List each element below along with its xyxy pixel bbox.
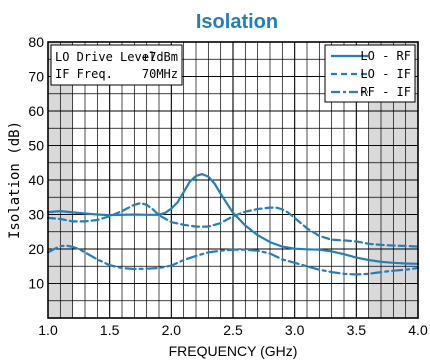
y-tick-label: 20 bbox=[28, 241, 44, 257]
y-tick-label: 80 bbox=[28, 34, 44, 50]
y-tick-label: 60 bbox=[28, 103, 44, 119]
x-tick-label: 1.5 bbox=[100, 322, 120, 338]
annotation-background bbox=[50, 44, 183, 86]
x-tick-label: 2.5 bbox=[223, 322, 243, 338]
series-line-lo-rf bbox=[46, 173, 420, 265]
y-tick-label: 50 bbox=[28, 138, 44, 154]
x-axis-label: FREQUENCY (GHz) bbox=[169, 343, 298, 359]
y-tick-label: 40 bbox=[28, 172, 44, 188]
legend-label-lo-rf: LO - RF bbox=[360, 49, 411, 63]
plot-frame bbox=[47, 41, 419, 319]
x-tick-label: 3.0 bbox=[285, 322, 305, 338]
x-tick-label: 3.5 bbox=[347, 322, 367, 338]
annotation-lo-drive-value: +7dBm bbox=[142, 50, 178, 64]
x-tick-label: 4.0 bbox=[408, 322, 428, 338]
annotation-if-freq-value: 70MHz bbox=[142, 67, 178, 81]
y-tick-labels: 10 20 30 40 50 60 70 80 bbox=[28, 34, 44, 292]
chart-title: Isolation bbox=[196, 11, 278, 33]
series-line-rf-if bbox=[46, 244, 420, 276]
x-tick-label: 1.0 bbox=[38, 322, 58, 338]
series-line-lo-if bbox=[46, 202, 420, 248]
series-lines bbox=[46, 173, 420, 276]
conditions-annotation: LO Drive Level +7dBm IF Freq. 70MHz bbox=[50, 44, 183, 86]
plot-grid bbox=[48, 42, 418, 318]
legend: LO - RF LO - IF RF - IF bbox=[324, 44, 416, 103]
x-tick-label: 2.0 bbox=[162, 322, 182, 338]
x-tick-labels: 1.0 1.5 2.0 2.5 3.0 3.5 4.0 bbox=[38, 322, 428, 338]
y-tick-label: 10 bbox=[28, 276, 44, 292]
legend-label-rf-if: RF - IF bbox=[360, 85, 411, 99]
annotation-if-freq-label: IF Freq. bbox=[55, 67, 113, 81]
y-tick-label: 70 bbox=[28, 69, 44, 85]
legend-label-lo-if: LO - IF bbox=[360, 67, 411, 81]
y-axis-label: Isolation (dB) bbox=[7, 121, 23, 239]
y-tick-label: 30 bbox=[28, 207, 44, 223]
annotation-lo-drive-label: LO Drive Level bbox=[55, 50, 156, 64]
